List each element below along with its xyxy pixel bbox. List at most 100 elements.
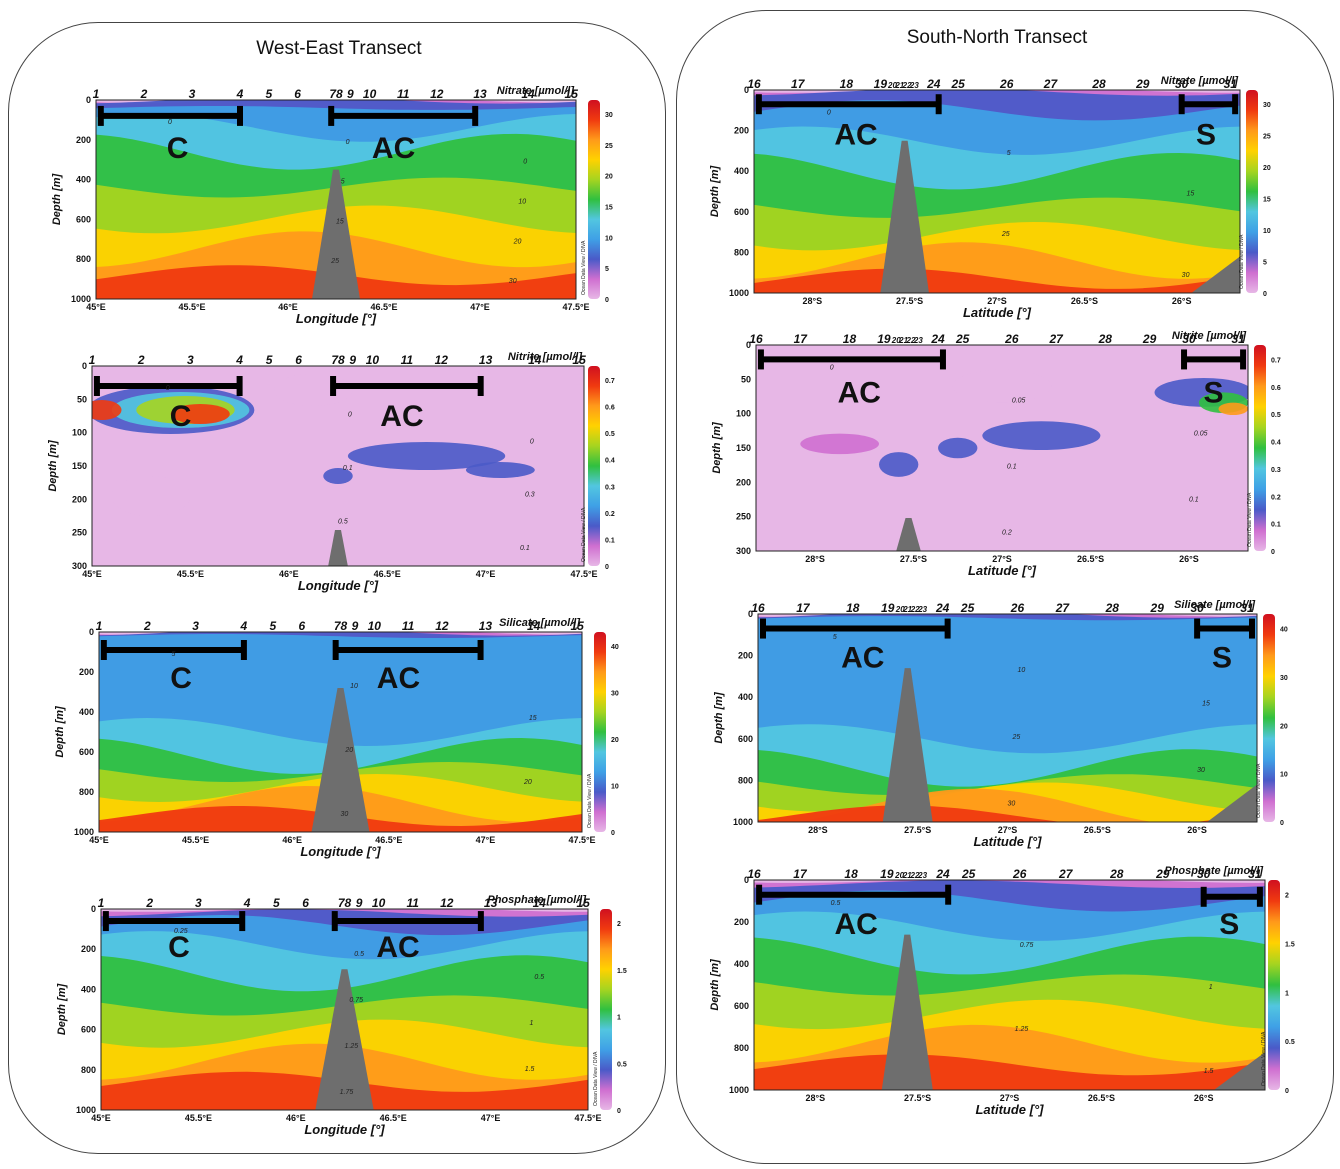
we-nitrate-station-78: 78 [329,87,343,101]
we-nitrate-contour-label-6: 20 [513,238,522,245]
sn-silicate-station-20: 20 [895,605,905,614]
we-nitrite-patch-4 [92,400,122,420]
sn-phosphate-colorbar-tick-4: 2 [1285,893,1289,900]
we-nitrite-frame [91,365,585,567]
we-silicate-x-tick-3: 46.5°E [375,835,402,845]
sn-silicate-colorbar-tick-0: 0 [1280,820,1284,827]
sn-phosphate-colorbar [1268,880,1280,1090]
sn-silicate-contour-label-1: 10 [1017,667,1025,674]
sn-silicate-station-24: 24 [935,601,950,615]
we-phosphate-region-label-AC: AC [376,931,419,964]
we-silicate-variable-label: Silicate [µmol/l] [499,617,580,629]
sn-nitrite-colorbar-tick-0: 0 [1271,549,1275,556]
sn-nitrate-colorbar-tick-1: 5 [1263,260,1267,267]
sn-nitrate-y-tick-0: 0 [744,85,749,95]
sn-nitrate-contour-label-1: 5 [1007,150,1011,157]
we-nitrate-station-4: 4 [236,87,244,101]
we-silicate-region-label-AC: AC [377,662,420,695]
sn-nitrite-region-label-AC: AC [838,376,881,409]
we-nitrite-patch-9 [111,476,191,516]
we-silicate-colorbar-credit: Ocean Data View / DIVA [587,773,593,828]
we-nitrate-seamount [312,169,360,299]
we-nitrate-contour-label-2: 0 [523,159,527,166]
we-nitrite-station-14: 14 [528,353,542,367]
we-silicate-station-5: 5 [270,619,277,633]
sn-silicate-y-tick-1000: 1000 [733,817,753,827]
we-silicate-colorbar-tick-1: 10 [611,784,619,791]
sn-silicate-x-tick-4: 26°S [1187,825,1207,835]
we-nitrite-station-10: 10 [366,353,380,367]
we-silicate-x-tick-4: 47°E [476,835,496,845]
sn-phosphate-contour-label-3: 1.25 [1015,1026,1029,1033]
we-silicate-x-tick-5: 47.5°E [568,835,595,845]
we-nitrite-x-tick-0: 45°E [82,569,102,579]
sn-nitrate-station-31: 31 [1224,77,1238,91]
we-nitrite-station-12: 12 [435,353,449,367]
sn-phosphate-colorbar-credit: Ocean Data View / DIVA [1261,1031,1267,1086]
we-silicate-contour-label-3: 20 [344,747,353,754]
west-east-title: West-East Transect [256,38,422,59]
we-nitrite-colorbar [588,366,600,566]
we-nitrate-colorbar-credit: Ocean Data View / DIVA [581,240,587,295]
we-nitrite-x-tick-4: 47°E [476,569,496,579]
we-phosphate-station-10: 10 [372,896,386,910]
sn-nitrite-x-tick-1: 27.5°S [900,554,927,564]
sn-silicate-colorbar-tick-4: 40 [1280,627,1288,634]
we-phosphate-contour-label-5: 1.25 [345,1043,359,1050]
we-nitrite-y-tick-100: 100 [72,428,87,438]
sn-phosphate-station-26: 26 [1012,867,1027,881]
we-nitrite-y-label: Depth [m] [47,440,59,492]
we-nitrite-contour-label-0: 0 [166,385,170,392]
we-nitrite-station-11: 11 [401,353,414,367]
sn-nitrite-contour-label-1: 0.05 [1012,398,1026,405]
we-phosphate-y-tick-600: 600 [81,1025,96,1035]
sn-phosphate-station-25: 25 [961,867,976,881]
sn-silicate-y-tick-200: 200 [738,651,753,661]
we-phosphate-station-9: 9 [356,896,363,910]
sn-silicate-y-tick-0: 0 [748,609,753,619]
we-phosphate-x-tick-3: 46.5°E [380,1113,407,1123]
sn-phosphate-contour-label-4: 1.5 [1204,1068,1214,1075]
sn-nitrate-station-29: 29 [1135,77,1150,91]
we-nitrate-y-tick-400: 400 [76,175,91,185]
we-phosphate-y-tick-400: 400 [81,984,96,994]
we-nitrate-contour-label-7: 25 [330,258,339,265]
sn-phosphate-y-tick-0: 0 [744,875,749,885]
sn-nitrite-patch-1 [938,437,978,459]
we-silicate-contour-label-1: 10 [350,683,358,690]
sn-phosphate-contour-label-1: 0.75 [1020,942,1034,949]
sn-silicate-band-9 [758,805,1257,822]
we-nitrite-y-tick-0: 0 [82,361,87,371]
sn-silicate-station-22: 22 [910,605,920,614]
we-nitrate-y-tick-800: 800 [76,254,91,264]
we-nitrite-contour-label-1: 0 [348,412,352,419]
we-nitrite-patch-6 [347,442,506,470]
sn-phosphate-y-tick-800: 800 [734,1043,749,1053]
we-nitrate-colorbar-tick-4: 20 [605,174,613,181]
we-phosphate-y-tick-1000: 1000 [76,1105,96,1115]
sn-phosphate-colorbar-tick-0: 0 [1285,1088,1289,1095]
we-nitrite-station-2: 2 [137,353,145,367]
we-phosphate-variable-label: Phosphate [µmol/l] [487,894,586,906]
we-silicate-station-4: 4 [240,619,248,633]
sn-nitrite-patch-0 [982,421,1101,451]
sn-silicate-station-21: 21 [902,605,912,614]
we-phosphate-station-78: 78 [338,896,352,910]
sn-nitrite-station-21: 21 [898,336,908,345]
sn-phosphate-station-24: 24 [935,867,950,881]
sn-nitrite-y-tick-250: 250 [736,512,751,522]
we-nitrite-x-tick-5: 47.5°E [570,569,597,579]
sn-phosphate-station-20: 20 [894,871,904,880]
sn-nitrite-station-22: 22 [906,336,916,345]
we-silicate-colorbar-tick-0: 0 [611,830,615,837]
we-silicate-colorbar-tick-3: 30 [611,691,619,698]
sn-silicate-seamount [882,668,933,822]
sn-silicate-x-label: Latitude [°] [973,834,1042,849]
sn-nitrate-x-tick-4: 26°S [1172,296,1192,306]
sn-phosphate-x-tick-4: 26°S [1194,1093,1214,1103]
sn-nitrite-station-20: 20 [891,336,901,345]
sn-nitrite-x-tick-0: 28°S [805,554,825,564]
we-nitrate-x-tick-2: 46°E [278,302,298,312]
